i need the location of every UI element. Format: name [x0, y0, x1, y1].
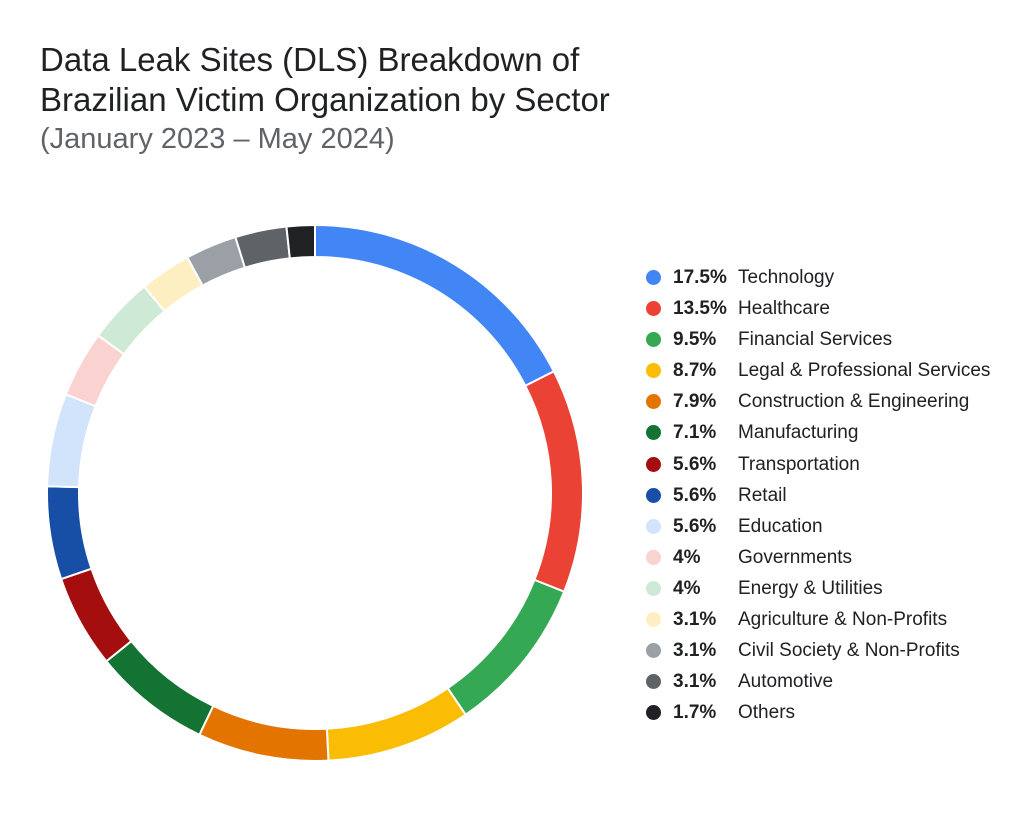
donut-slice-manufacturing: [104, 639, 215, 737]
legend-value: 5.6%: [673, 453, 717, 475]
legend-value: 3.1%: [673, 609, 717, 631]
legend-item-legal-professional-services: 8.7% Legal & Professional Services: [646, 355, 1016, 386]
legend-swatch: [646, 674, 661, 690]
legend-value: 3.1%: [673, 640, 717, 662]
legend-swatch: [646, 549, 661, 565]
legend-label: Automotive: [738, 671, 834, 693]
legend-label: Civil Society & Non-Profits: [738, 640, 960, 662]
legend-item-healthcare: 13.5% Healthcare: [646, 293, 1016, 324]
legend-label: Education: [738, 515, 823, 537]
legend-swatch: [646, 425, 661, 441]
legend-swatch: [646, 580, 661, 596]
legend-item-manufacturing: 7.1% Manufacturing: [646, 417, 1016, 448]
legend-value: 4%: [673, 577, 701, 599]
legend-item-transportation: 5.6% Transportation: [646, 449, 1016, 480]
legend-label: Technology: [738, 267, 835, 288]
donut-slices: [46, 223, 584, 762]
legend-swatch: [646, 612, 661, 628]
donut-slice-construction-engineering: [198, 704, 330, 762]
legend-swatch: [646, 332, 661, 348]
legend-value: 5.6%: [673, 515, 717, 537]
donut-slice-retail: [46, 485, 93, 581]
legend-value: 7.9%: [673, 391, 717, 413]
legend-label: Governments: [738, 546, 853, 568]
legend-value: 17.5%: [673, 267, 727, 288]
legend-item-construction-engineering: 7.9% Construction & Engineering: [646, 386, 1016, 417]
legend-label: Others: [738, 702, 796, 724]
legend-value: 7.1%: [673, 422, 717, 444]
legend-swatch: [646, 394, 661, 410]
chart-title-block: Data Leak Sites (DLS) Breakdown of Brazi…: [40, 40, 800, 158]
chart-subtitle: (January 2023 – May 2024): [40, 123, 395, 155]
legend-item-agriculture-non-profits: 3.1% Agriculture & Non-Profits: [646, 604, 1016, 635]
legend-value: 1.7%: [673, 702, 717, 724]
legend-value: 13.5%: [673, 298, 727, 320]
legend-swatch: [646, 456, 661, 472]
chart-title-line-1: Data Leak Sites (DLS) Breakdown of: [40, 41, 580, 78]
donut-slice-financial-services: [446, 578, 566, 717]
legend-item-others: 1.7% Others: [646, 697, 1016, 728]
donut-slice-healthcare: [523, 369, 584, 593]
legend-label: Financial Services: [738, 329, 893, 351]
legend-value: 8.7%: [673, 360, 717, 382]
donut-slice-transportation: [59, 567, 133, 663]
legend-label: Manufacturing: [738, 422, 859, 444]
legend-label: Energy & Utilities: [738, 577, 883, 599]
legend-swatch: [646, 705, 661, 721]
chart-legend: 17.5% Technology 13.5% Healthcare 9.5% Financ…: [646, 262, 1016, 728]
chart-title-line-2: Brazilian Victim Organization by Sector: [40, 81, 610, 118]
legend-label: Legal & Professional Services: [738, 360, 991, 382]
legend-label: Healthcare: [738, 298, 830, 320]
legend-swatch: [646, 487, 661, 503]
donut-slice-others: [285, 223, 316, 260]
legend-label: Construction & Engineering: [738, 391, 970, 413]
legend-swatch: [646, 518, 661, 534]
donut-slice-education: [46, 393, 97, 489]
legend-item-financial-services: 9.5% Financial Services: [646, 324, 1016, 355]
legend-value: 4%: [673, 546, 701, 568]
legend-item-technology: 17.5% Technology: [646, 262, 1016, 293]
legend-swatch: [646, 363, 661, 379]
legend-item-retail: 5.6% Retail: [646, 480, 1016, 511]
legend-item-automotive: 3.1% Automotive: [646, 666, 1016, 697]
legend-value: 3.1%: [673, 671, 717, 693]
legend-label: Agriculture & Non-Profits: [738, 609, 948, 631]
legend-swatch: [646, 301, 661, 317]
donut-slice-automotive: [234, 225, 291, 269]
legend-swatch: [646, 270, 661, 285]
legend-swatch: [646, 643, 661, 659]
legend-item-civil-society-non-profits: 3.1% Civil Society & Non-Profits: [646, 635, 1016, 666]
legend-label: Retail: [738, 484, 787, 506]
legend-item-governments: 4% Governments: [646, 542, 1016, 573]
legend-value: 5.6%: [673, 484, 717, 506]
legend-label: Transportation: [738, 453, 860, 475]
legend-item-education: 5.6% Education: [646, 511, 1016, 542]
legend-item-energy-utilities: 4% Energy & Utilities: [646, 573, 1016, 604]
legend-value: 9.5%: [673, 329, 717, 351]
donut-slice-legal-professional-services: [325, 686, 468, 762]
donut-slice-technology: [314, 223, 556, 388]
